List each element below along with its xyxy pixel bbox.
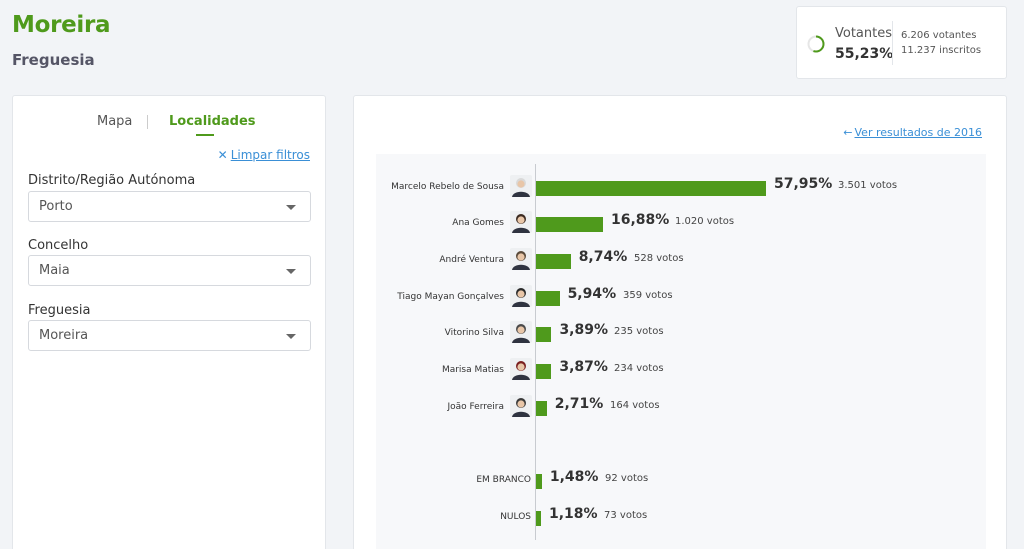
result-row: Vitorino Silva 3,89% 235 votos: [376, 318, 986, 348]
result-row: André Ventura 8,74% 528 votos: [376, 245, 986, 275]
chevron-down-icon: [286, 269, 296, 274]
candidate-avatar: [510, 211, 532, 233]
result-percent: 8,74%: [578, 249, 628, 265]
result-row: NULOS 1,18% 73 votos: [376, 502, 986, 532]
candidate-avatar: [510, 321, 532, 343]
candidate-avatar: [510, 358, 532, 380]
turnout-divider: [892, 21, 893, 65]
close-icon: ✕: [217, 148, 228, 162]
turnout-percent: 55,23%: [835, 46, 894, 62]
result-row: João Ferreira 2,71% 164 votos: [376, 392, 986, 422]
previous-results-label: Ver resultados de 2016: [854, 126, 983, 139]
candidate-name: Marisa Matias: [441, 364, 504, 375]
turnout-progress-ring: [807, 35, 825, 53]
turnout-voters: 6.206 votantes: [901, 30, 977, 41]
candidate-name: Ana Gomes: [452, 217, 504, 228]
candidate-name: NULOS: [500, 511, 531, 522]
candidate-name: André Ventura: [439, 254, 504, 265]
tab-divider: [147, 115, 148, 129]
district-label: Distrito/Região Autónoma: [28, 173, 196, 188]
result-bar: [536, 291, 560, 306]
result-percent: 57,95%: [774, 176, 833, 192]
result-votes: 528 votos: [634, 253, 684, 264]
result-percent: 1,48%: [549, 469, 599, 485]
municipality-label: Concelho: [28, 238, 89, 253]
chevron-down-icon: [286, 205, 296, 210]
page-title: Moreira: [12, 12, 111, 38]
result-bar: [536, 254, 571, 269]
candidate-avatar: [510, 175, 532, 197]
tab-localities[interactable]: Localidades: [169, 114, 256, 136]
district-select[interactable]: Porto: [28, 191, 311, 222]
chevron-down-icon: [286, 334, 296, 339]
tab-map[interactable]: Mapa: [97, 114, 133, 129]
result-votes: 164 votos: [610, 400, 660, 411]
candidate-name: Vitorino Silva: [444, 327, 504, 338]
result-bar: [536, 511, 541, 526]
result-percent: 3,89%: [559, 322, 609, 338]
previous-results-link[interactable]: ← Ver resultados de 2016: [843, 126, 982, 139]
result-votes: 73 votos: [604, 510, 648, 521]
clear-filters-link[interactable]: ✕ Limpar filtros: [218, 148, 310, 162]
candidate-avatar: [510, 285, 532, 307]
results-chart: Marcelo Rebelo de Sousa 57,95% 3.501 votos…: [376, 154, 986, 549]
result-percent: 3,87%: [559, 359, 608, 375]
result-row: Tiago Mayan Gonçalves 5,94% 359 votos: [376, 282, 986, 312]
result-percent: 5,94%: [567, 286, 617, 302]
result-row: Marcelo Rebelo de Sousa 57,95% 3.501 votos: [376, 172, 986, 202]
result-bar: [536, 401, 547, 416]
clear-filters-label: Limpar filtros: [230, 148, 310, 162]
parish-label: Freguesia: [28, 303, 91, 318]
result-votes: 92 votos: [605, 473, 649, 484]
chart-axis: [535, 164, 536, 540]
result-votes: 234 votos: [614, 363, 664, 374]
parish-select[interactable]: Moreira: [28, 320, 311, 351]
result-percent: 1,18%: [549, 506, 598, 522]
result-row: Marisa Matias 3,87% 234 votos: [376, 355, 986, 385]
municipality-value: Maia: [39, 263, 70, 278]
candidate-name: Tiago Mayan Gonçalves: [397, 291, 504, 302]
candidate-name: João Ferreira: [447, 401, 504, 412]
candidate-avatar: [510, 395, 532, 417]
candidate-name: EM BRANCO: [476, 474, 531, 485]
result-bar: [536, 474, 542, 489]
results-panel: ← Ver resultados de 2016 Marcelo Rebelo d…: [353, 95, 1007, 549]
result-percent: 2,71%: [554, 396, 604, 412]
result-bar: [536, 327, 552, 342]
filters-panel: Mapa Localidades ✕ Limpar filtros Distrit…: [12, 95, 326, 549]
turnout-registered: 11.237 inscritos: [901, 45, 982, 56]
result-bar: [536, 181, 766, 196]
result-percent: 16,88%: [610, 212, 670, 228]
result-bar: [536, 217, 603, 232]
turnout-card: Votantes 55,23% 6.206 votantes 11.237 in…: [796, 6, 1007, 79]
candidate-avatar: [510, 248, 532, 270]
view-tabs: Mapa Localidades: [13, 114, 325, 136]
turnout-label: Votantes: [835, 26, 893, 41]
result-votes: 1.020 votos: [675, 216, 735, 227]
result-votes: 359 votos: [623, 290, 673, 301]
candidate-name: Marcelo Rebelo de Sousa: [391, 181, 504, 192]
result-bar: [536, 364, 552, 379]
page-subtitle: Freguesia: [12, 51, 95, 69]
result-votes: 235 votos: [614, 326, 664, 337]
result-row: Ana Gomes 16,88% 1.020 votos: [376, 208, 986, 238]
arrow-left-icon: ←: [843, 126, 853, 139]
municipality-select[interactable]: Maia: [28, 255, 311, 286]
result-votes: 3.501 votos: [838, 180, 898, 191]
district-value: Porto: [39, 199, 73, 214]
parish-value: Moreira: [39, 328, 89, 343]
result-row: EM BRANCO 1,48% 92 votos: [376, 465, 986, 495]
